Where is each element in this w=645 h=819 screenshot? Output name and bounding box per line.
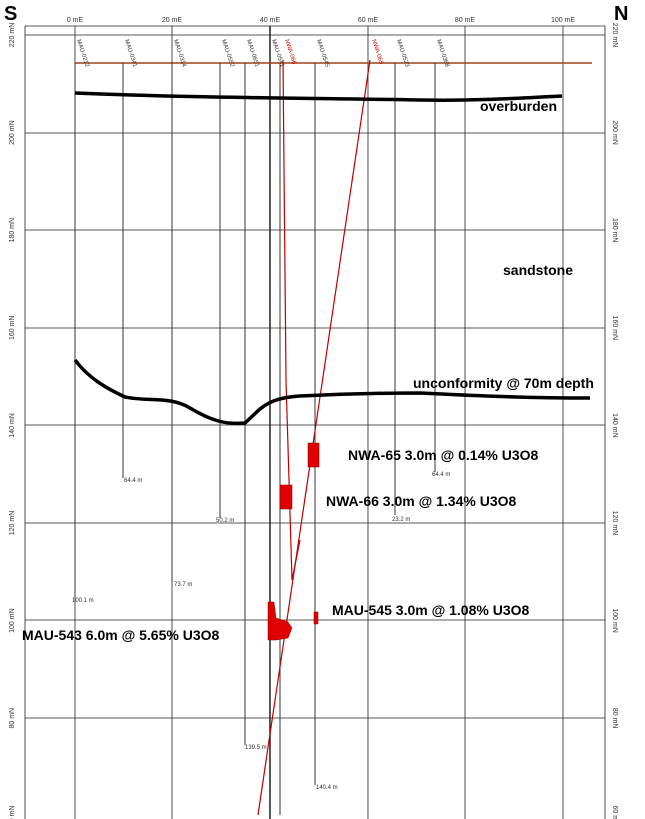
hole-name: MAU-0545	[315, 39, 330, 69]
unconformity-line	[73, 358, 591, 426]
end-depth: 23.2 m	[392, 517, 410, 523]
north-label: N	[614, 3, 628, 25]
easting-label: 60 mE	[358, 17, 379, 24]
northing-label: 160 mN	[611, 316, 618, 341]
overburden-line	[74, 91, 563, 102]
easting-label: 100 mE	[551, 17, 575, 24]
annotation: unconformity @ 70m depth	[413, 375, 594, 391]
northing-label: 160 mN	[9, 316, 16, 341]
easting-label: 40 mE	[260, 17, 281, 24]
northing-label: 120 mN	[611, 511, 618, 536]
northing-label: 200 mN	[611, 120, 618, 145]
annotation: overburden	[480, 98, 557, 114]
annotation: NWA-65 3.0m @ 0.14% U3O8	[348, 447, 538, 463]
northing-label: 120 mN	[9, 511, 16, 536]
northing-label: 100 mN	[611, 608, 618, 633]
drill-holes	[74, 63, 436, 815]
northing-label: 140 mN	[9, 413, 16, 438]
end-depth: 139.5 m	[245, 745, 267, 751]
hole-name: MAU-0368	[435, 39, 450, 69]
annotation: sandstone	[503, 262, 573, 278]
northing-label: 220 mN	[611, 23, 618, 48]
hole-name: MAU-0541	[270, 39, 285, 69]
northing-label: 60 mN	[611, 805, 618, 819]
hole-name: MAU-0651	[245, 39, 260, 69]
northing-label: 60 mN	[9, 805, 16, 819]
hole-name: MAU-0212	[75, 39, 90, 69]
intercepts	[267, 442, 320, 641]
hole-name: MAU-0314	[172, 39, 187, 69]
northing-label: 100 mN	[9, 608, 16, 633]
end-depth: 73.7 m	[174, 582, 192, 588]
end-depth: 100.1 m	[72, 598, 94, 604]
hole-name: NWA-066	[283, 39, 297, 66]
northing-label: 80 mN	[9, 708, 16, 729]
south-label: S	[4, 3, 17, 25]
northing-label: 80 mN	[611, 708, 618, 729]
end-depth: 50.2 m	[216, 518, 234, 524]
end-depth: 140.4 m	[316, 785, 338, 791]
hole-name: NWA-065	[370, 39, 384, 66]
easting-label: 20 mE	[162, 17, 183, 24]
annotation: MAU-543 6.0m @ 5.65% U3O8	[22, 627, 220, 643]
hole-name: MAU-0523	[395, 39, 410, 69]
northing-label: 220 mN	[9, 23, 16, 48]
angled-holes	[257, 59, 371, 816]
northing-label: 180 mN	[611, 218, 618, 243]
end-depth: 64.4 m	[432, 472, 450, 478]
northing-label: 200 mN	[9, 120, 16, 145]
hole-name: MAU-0552	[220, 39, 235, 69]
annotation: MAU-545 3.0m @ 1.08% U3O8	[332, 602, 530, 618]
hole-name: MAU-0341	[123, 39, 138, 69]
northing-label: 180 mN	[9, 218, 16, 243]
northing-label: 140 mN	[611, 413, 618, 438]
end-depth: 64.4 m	[124, 478, 142, 484]
annotation: NWA-66 3.0m @ 1.34% U3O8	[326, 493, 516, 509]
easting-label: 0 mE	[67, 17, 84, 24]
easting-label: 80 mE	[455, 17, 476, 24]
